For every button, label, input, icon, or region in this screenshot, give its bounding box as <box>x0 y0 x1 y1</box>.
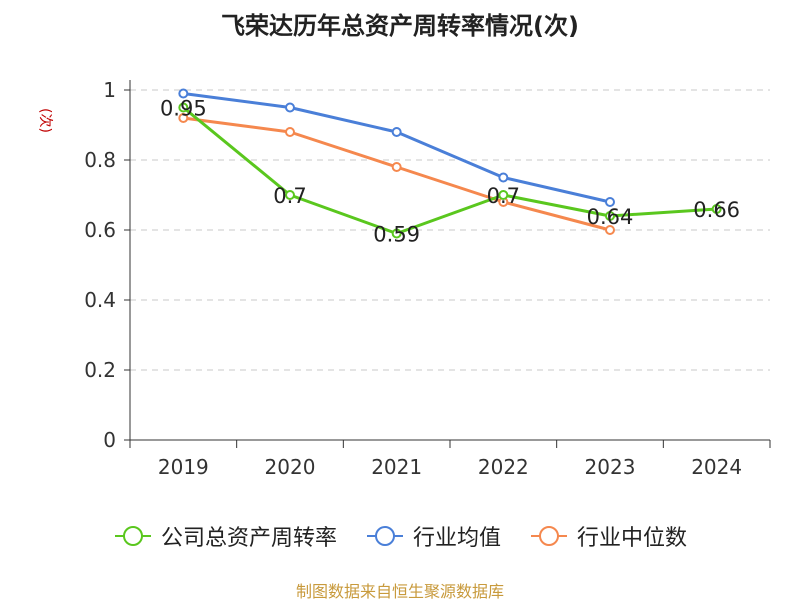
data-point <box>285 190 295 200</box>
data-point <box>178 102 189 113</box>
data-label: 0.64 <box>587 205 634 229</box>
y-tick-label: 0 <box>103 428 116 452</box>
x-tick-label: 2022 <box>478 455 529 479</box>
y-tick-label: 1 <box>103 78 116 102</box>
data-point <box>498 172 509 183</box>
legend-item[interactable]: 公司总资产周转率 <box>113 520 337 552</box>
series-line <box>182 106 717 235</box>
data-point <box>498 190 509 200</box>
data-label: 0.7 <box>487 184 520 208</box>
chart-legend: 公司总资产周转率 行业均值 行业中位数 <box>0 520 800 552</box>
legend-label: 行业均值 <box>412 526 501 551</box>
data-label: 0.59 <box>373 223 420 247</box>
data-source-note: 制图数据来自恒生聚源数据库 <box>295 582 504 601</box>
data-point <box>605 211 615 221</box>
data-point <box>391 228 402 239</box>
data-label: 0.95 <box>160 97 207 121</box>
chart-title: 飞荣达历年总资产周转率情况(次) <box>221 12 579 40</box>
y-tick-label: 0.2 <box>84 358 116 382</box>
data-point <box>711 204 722 214</box>
x-tick-label: 2021 <box>371 455 422 479</box>
data-point <box>605 225 615 235</box>
legend-label: 行业中位数 <box>577 526 688 551</box>
x-tick-label: 2024 <box>691 455 742 479</box>
y-tick-label: 0.8 <box>84 148 116 172</box>
data-point <box>605 197 615 207</box>
series-line <box>183 92 611 204</box>
data-point <box>391 127 402 137</box>
data-point <box>285 102 295 113</box>
x-tick-label: 2023 <box>585 455 636 479</box>
legend-item[interactable]: 行业均值 <box>365 520 501 552</box>
y-tick-label: 0.4 <box>84 288 116 312</box>
data-point <box>178 88 189 99</box>
data-point <box>285 127 295 137</box>
y-tick-label: 0.6 <box>84 218 116 242</box>
legend-marker-icon <box>114 526 151 546</box>
legend-marker-icon <box>531 526 567 546</box>
legend-item[interactable]: 行业中位数 <box>529 520 687 552</box>
data-label: 0.66 <box>693 198 740 222</box>
x-tick-label: 2020 <box>265 455 316 479</box>
x-tick-label: 2019 <box>158 455 209 479</box>
data-point <box>178 113 189 123</box>
data-point <box>391 162 402 172</box>
legend-label: 公司总资产周转率 <box>160 526 337 551</box>
data-label: 0.7 <box>273 184 306 208</box>
legend-marker-icon <box>366 526 403 546</box>
